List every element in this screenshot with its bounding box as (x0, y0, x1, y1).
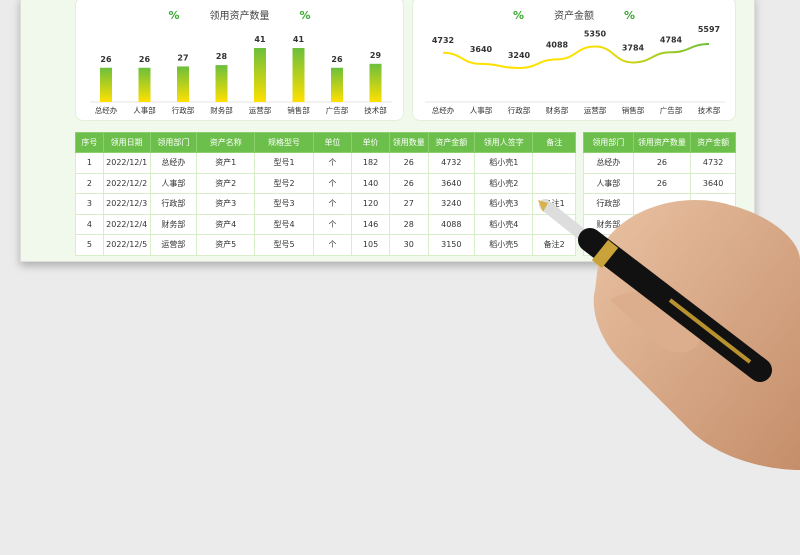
x-tick-label: 行政部 (172, 105, 195, 115)
table-row: 人事部 26 3640 (583, 172, 736, 194)
table-cell[interactable]: 运营部 (149, 234, 198, 256)
data-label: 3240 (508, 51, 531, 60)
column-header[interactable]: 领用部门 (149, 132, 198, 153)
table-cell[interactable]: 型号5 (254, 234, 314, 256)
data-label: 3640 (470, 45, 493, 54)
x-tick-label: 销售部 (287, 105, 310, 115)
data-label: 4088 (546, 40, 569, 49)
column-header[interactable]: 领用人签字 (474, 132, 534, 153)
column-header[interactable]: 序号 (75, 132, 104, 153)
x-tick-label: 运营部 (584, 105, 607, 115)
header-row: 领用部门 领用资产数量 资产金额 (583, 132, 736, 153)
x-tick-label: 广告部 (660, 105, 683, 115)
data-label: 4784 (660, 35, 683, 44)
bar (177, 66, 189, 102)
bar (331, 67, 343, 102)
table-row: 5 2022/12/5 运营部 资产5 型号5 个 105 30 3150 稻小壳5 备注2 (75, 234, 576, 256)
data-label: 41 (293, 35, 305, 44)
bar (215, 65, 228, 102)
x-tick-label: 行政部 (508, 105, 531, 115)
bar-chart: 26 总经办 26 人事部 27 行政部 28 财务部 41 运营部 41 销售部 26 广告部 29 技术部 (90, 35, 392, 115)
x-tick-label: 财务部 (210, 105, 233, 115)
table-cell[interactable]: 3150 (427, 234, 476, 256)
column-header[interactable]: 资产金额 (427, 132, 476, 153)
data-label: 5350 (584, 30, 607, 39)
asset-table: 序号 领用日期 领用部门 资产名称 规格型号 单位 单价 领用数量 资产金额 领用人签字 备注 1 20… (75, 132, 576, 256)
x-tick-label: 财务部 (546, 105, 569, 115)
data-label: 4732 (432, 36, 454, 45)
data-label: 3784 (622, 43, 645, 52)
column-header[interactable]: 资产名称 (196, 132, 256, 153)
table-cell[interactable]: 3640 (690, 172, 736, 194)
spreadsheet-sheet: % 领用资产数量% 26 总经办 26 人事部 27 行政部 28 财务部 41 运营部 41 销售部 2… (20, 0, 755, 262)
bar (100, 67, 112, 102)
x-tick-label: 销售部 (622, 105, 645, 115)
x-tick-label: 广告部 (326, 105, 349, 115)
bar (138, 67, 151, 102)
data-label: 26 (139, 55, 151, 64)
column-header[interactable]: 领用数量 (388, 132, 429, 153)
column-header[interactable]: 规格型号 (254, 132, 314, 153)
chart-title: 资产金额 (554, 11, 594, 22)
column-header[interactable]: 备注 (532, 132, 576, 153)
pen-icon (538, 199, 772, 382)
data-label: 29 (370, 51, 382, 60)
table-cell[interactable]: 105 (351, 234, 390, 256)
data-label: 41 (254, 35, 266, 44)
percent-icon: % (299, 9, 311, 22)
data-label: 26 (100, 55, 112, 64)
column-header[interactable]: 单位 (312, 132, 353, 153)
x-tick-label: 技术部 (364, 105, 387, 115)
x-tick-label: 运营部 (249, 105, 272, 115)
x-tick-label: 总经办 (95, 105, 118, 115)
percent-icon: % (168, 9, 180, 22)
x-tick-label: 人事部 (470, 105, 493, 115)
column-header[interactable]: 单价 (351, 132, 390, 153)
header-row: 序号 领用日期 领用部门 资产名称 规格型号 单位 单价 领用数量 资产金额 领用人签字 备注 (75, 132, 576, 153)
table-cell[interactable]: 稻小壳2 (474, 172, 534, 194)
table-cell[interactable]: 稻小壳5 (474, 234, 534, 256)
table-row: 4 2022/12/4 财务部 资产4 型号4 个 146 28 4088 稻小壳4 (75, 213, 576, 235)
column-header[interactable]: 领用部门 (583, 132, 634, 153)
data-label: 5597 (698, 25, 720, 34)
bar (292, 48, 305, 102)
percent-icon: % (624, 9, 636, 22)
bar (254, 48, 266, 102)
bar (369, 63, 382, 102)
column-header[interactable]: 领用资产数量 (632, 132, 692, 153)
line-chart: 4732 总经办 3640 人事部 3240 行政部 4088 财务部 5350 运营部 3784 销… (425, 25, 725, 115)
chart-title: 领用资产数量 (209, 11, 270, 22)
table-cell[interactable]: 资产5 (196, 234, 256, 256)
percent-icon: % (512, 9, 524, 22)
table-row: 3 2022/12/3 行政部 资产3 型号3 个 120 27 3240 稻小壳3 备注1 (75, 193, 576, 215)
table-cell[interactable]: 人事部 (149, 172, 198, 194)
table-cell[interactable]: 备注2 (532, 234, 576, 256)
x-tick-label: 总经办 (432, 105, 455, 115)
series-line (442, 43, 710, 70)
column-header[interactable]: 资产金额 (690, 132, 736, 153)
data-label: 26 (331, 55, 343, 64)
table-row: 2 2022/12/2 人事部 资产2 型号2 个 140 26 3640 稻小壳2 (75, 172, 576, 194)
data-label: 28 (216, 52, 228, 61)
bar-chart-panel: % 领用资产数量% 26 总经办 26 人事部 27 行政部 28 财务部 41 运营部 41 销售部 2… (75, 0, 404, 121)
x-tick-label: 技术部 (698, 105, 721, 115)
line-chart-panel: % 资产金额% 4732 总经办 3640 人事部 3240 行政部 4088 财务部 5350 运… (412, 0, 736, 121)
table-row: 总经办 26 4732 (583, 152, 736, 174)
x-tick-label: 人事部 (133, 105, 156, 115)
data-label: 27 (177, 53, 188, 62)
column-header[interactable]: 领用日期 (102, 132, 151, 153)
